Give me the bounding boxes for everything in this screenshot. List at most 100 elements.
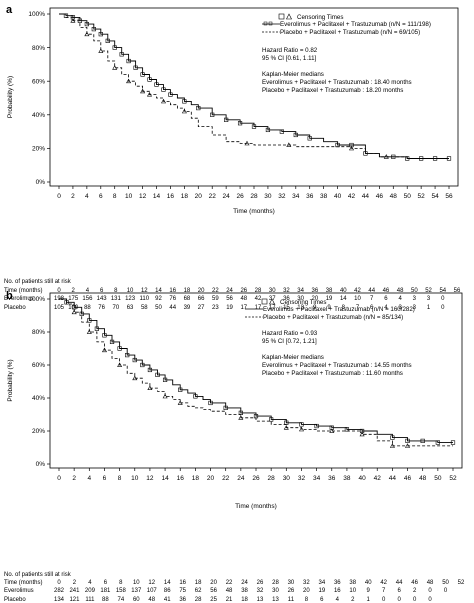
x-tick-label: 52 [449,475,457,482]
legend-b-entry-2: Placebo + Paclitaxel + Trastuzumab (n/N … [263,314,403,321]
censor-marker-square [112,45,117,50]
risk-cell: 17 [269,305,276,311]
x-tick-label: 48 [419,475,427,482]
risk-cell: 28 [272,580,279,586]
risk-cell: 6 [104,580,108,586]
censor-marker-square [94,326,99,331]
censor-marker-square [344,427,350,432]
risk-cell: 16 [179,580,186,586]
risk-cell: 62 [195,588,202,594]
risk-cell: 75 [179,588,186,594]
censor-marker-triangle [283,425,289,430]
x-tick-label: 4 [85,193,89,200]
censor-marker-square [98,32,103,37]
censor-marker-square [390,435,395,440]
censor-marker-square [420,438,425,444]
x-tick-label: 14 [153,193,161,200]
risk-cell: 13 [257,597,264,603]
risk-cell: 44 [169,305,176,311]
censor-marker-square [87,318,92,323]
censor-marker-square [223,405,228,411]
censor-marker-triangle [389,443,395,448]
legend-a-entry-2: Placebo + Paclitaxel + Trastuzumab (n/N … [280,29,420,36]
x-tick-label: 28 [250,193,258,200]
risk-cell: 48 [427,580,434,586]
censor-marker-triangle [383,154,389,159]
risk-cell: 14 [164,580,171,586]
x-tick-label: 4 [87,475,91,482]
risk-cell: 181 [100,588,111,594]
y-tick-label: 0% [36,179,46,186]
censor-marker-triangle [84,31,90,37]
censor-marker-square [119,52,124,57]
risk-cell: 0 [382,597,386,603]
panel-b-median-2: Placebo + Paclitaxel + Trastuzumab : 11.… [262,370,403,377]
censor-marker-square [279,129,284,134]
x-axis-label: Time (months) [233,208,275,215]
risk-cell: 12 [141,288,148,294]
risk-cell: 32 [303,580,310,586]
y-tick-label: 40% [32,112,45,119]
x-tick-label: 16 [167,193,175,200]
risk-cell: 0 [397,597,401,603]
risk-cell: 4 [398,296,402,302]
x-tick-label: 36 [306,193,314,200]
risk-cell: 1 [427,305,431,311]
risk-cell: 36 [283,296,290,302]
panel-a-median-1: Everolimus + Paclitaxel + Trastuzumab : … [262,79,412,86]
risk-cell: 19 [319,588,326,594]
censor-marker-square [237,121,243,126]
risk-cell: 110 [139,296,149,302]
risk-cell: 13 [297,305,304,311]
censor-marker-square [105,38,110,43]
risk-cell: 18 [241,597,248,603]
censor-marker-square [154,82,159,87]
x-tick-label: 10 [131,475,139,482]
risk-cell: 143 [97,296,108,302]
risk-cell: 9 [313,305,317,311]
x-tick-label: 2 [72,475,76,482]
series-placebo-line [59,298,453,447]
y-tick-label: 20% [32,146,45,153]
panel-a-hazard-ratio: Hazard Ratio = 0.82 [262,47,318,54]
panel-b-risk-title: No. of patients still at risk [4,572,72,578]
censor-marker-square [269,417,274,422]
y-tick-label: 100% [28,296,45,303]
risk-cell: 13 [272,597,279,603]
censor-marker-triangle [162,393,168,399]
risk-cell: 0 [57,580,61,586]
risk-cell: 38 [241,588,248,594]
risk-cell: 3 [413,296,417,302]
risk-cell: 32 [283,288,290,294]
risk-cell: 32 [257,588,264,594]
risk-cell: 52 [458,580,465,586]
y-tick-label: 40% [32,395,45,402]
risk-cell: 59 [212,296,219,302]
x-tick-label: 10 [125,193,133,200]
legend-b-title: Censoring Times [280,299,326,306]
risk-cell: 18 [195,580,202,586]
risk-cell: 36 [179,597,186,603]
y-tick-label: 80% [32,329,45,336]
risk-cell: 20 [198,288,205,294]
x-tick-label: 52 [418,193,426,200]
risk-cell: 56 [454,288,461,294]
y-tick-label: 60% [32,362,45,369]
risk-cell: 6 [370,305,374,311]
censor-marker-square [182,99,187,104]
legend-a-entry-1: Everolimus + Paclitaxel + Trastuzumab (n… [280,21,431,28]
risk-cell: 158 [116,588,127,594]
censor-marker-square [307,136,312,141]
risk-cell: 18 [184,288,191,294]
risk-cell: 30 [269,288,276,294]
risk-cell: 44 [396,580,403,586]
censor-marker-triangle [244,140,250,146]
risk-cell: 9 [327,305,331,311]
legend-square-icon [261,298,268,305]
censor-marker-triangle [140,88,146,94]
censor-marker-triangle [147,385,153,390]
censor-marker-square [224,117,229,122]
x-tick-label: 38 [320,193,328,200]
censor-marker-square [299,422,304,427]
